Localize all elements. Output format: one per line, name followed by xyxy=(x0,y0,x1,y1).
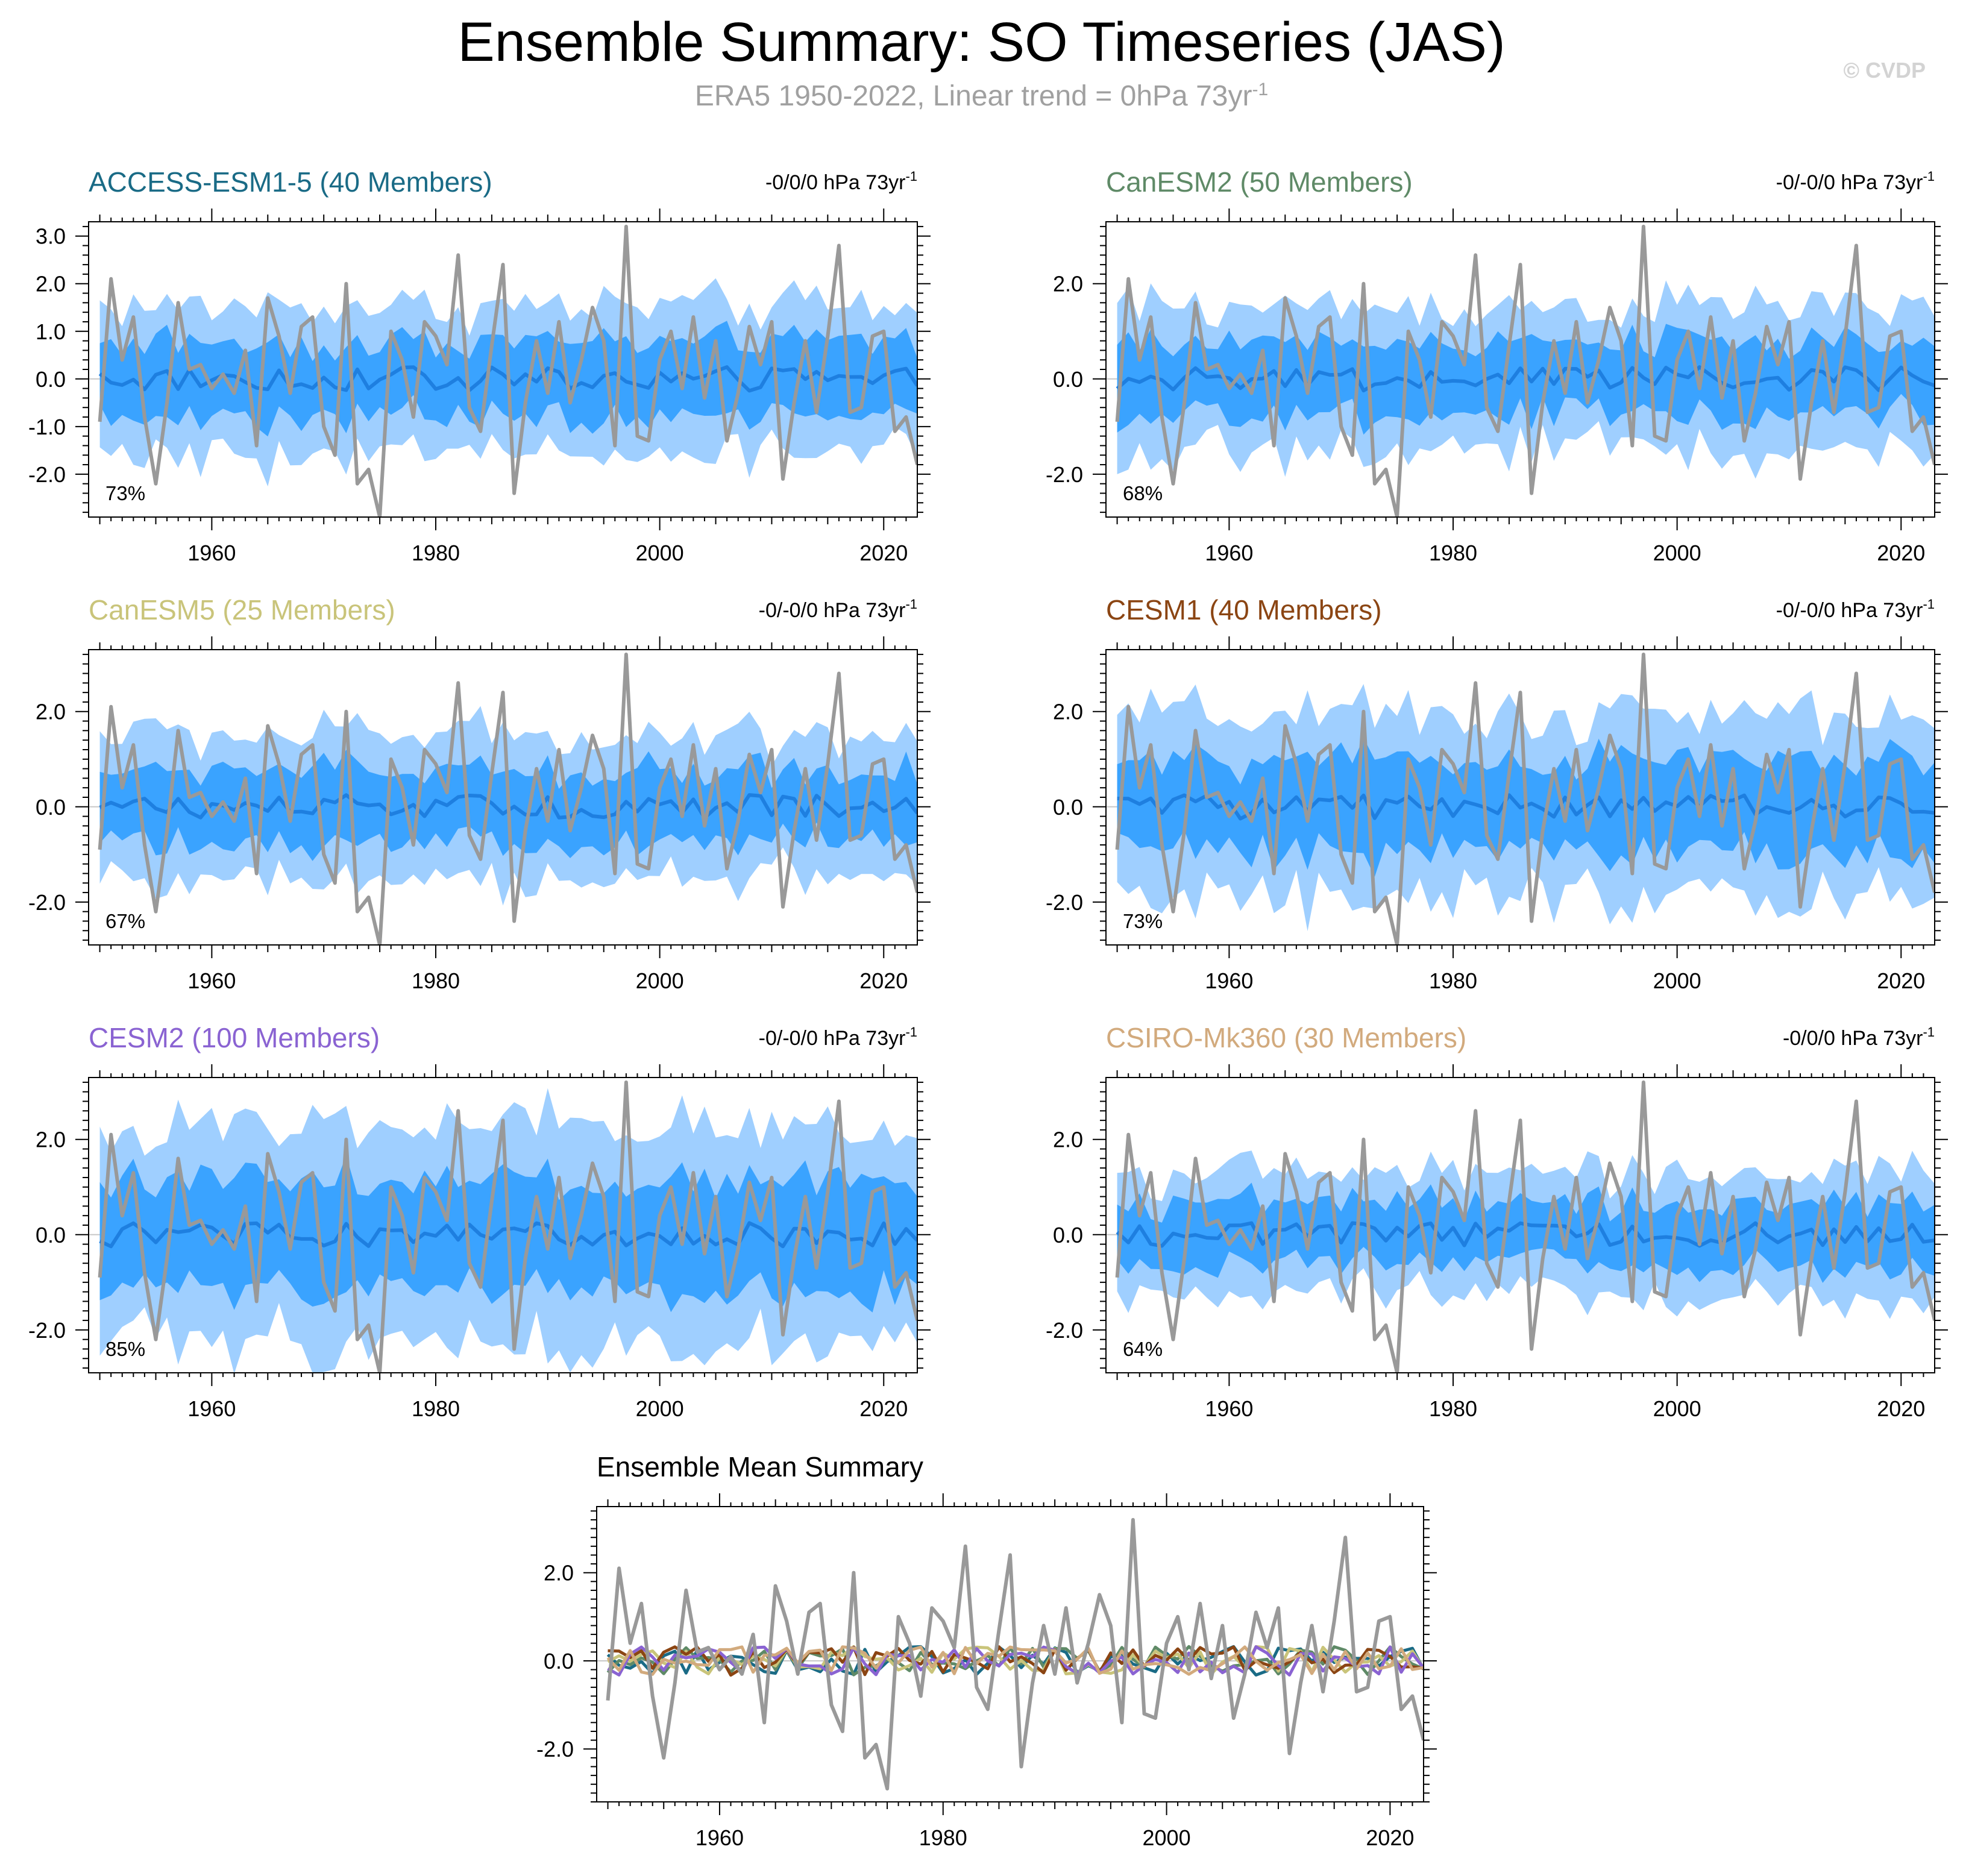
x-tick-label: 1960 xyxy=(1205,1396,1253,1421)
plot-area xyxy=(597,1517,1424,1791)
x-tick-label: 2000 xyxy=(636,541,684,565)
page-title: Ensemble Summary: SO Timeseries (JAS) xyxy=(457,11,1506,73)
x-tick-label: 1980 xyxy=(1429,541,1477,565)
y-tick-label: 2.0 xyxy=(1053,700,1083,724)
y-tick-label: 2.0 xyxy=(36,1128,66,1152)
plot-area xyxy=(89,224,917,517)
percent-label: 67% xyxy=(105,910,145,932)
y-tick-label: 2.0 xyxy=(1053,1128,1083,1152)
y-tick-label: -2.0 xyxy=(28,1318,66,1343)
y-tick-label: 0.0 xyxy=(36,1223,66,1247)
panel-title: ACCESS-ESM1-5 (40 Members) xyxy=(89,166,492,198)
y-tick-label: -2.0 xyxy=(1046,1318,1083,1343)
trend-label: -0/0/0 hPa 73yr-1 xyxy=(765,169,917,194)
plot-area xyxy=(89,652,917,945)
x-tick-label: 2000 xyxy=(636,968,684,993)
y-tick-label: -2.0 xyxy=(536,1737,574,1761)
x-tick-label: 2020 xyxy=(1877,541,1925,565)
observations-line xyxy=(1115,1080,1935,1373)
y-tick-label: -2.0 xyxy=(28,890,66,915)
percent-label: 64% xyxy=(1123,1338,1163,1360)
y-tick-label: -2.0 xyxy=(1046,462,1083,487)
panel-5: 1960 1980 2000 2020 2.0 0.0 -2.0 CESM2 (100 Mem… xyxy=(28,1022,931,1421)
percent-label: 73% xyxy=(105,482,145,504)
panel-title: Ensemble Mean Summary xyxy=(597,1451,923,1482)
y-tick-label: -2.0 xyxy=(1046,890,1083,915)
panel-1: 1960 1980 2000 2020 3.0 2.0 1.0 0.0 -1.0 -2.0 ACCE… xyxy=(28,166,931,565)
x-tick-label: 2000 xyxy=(1653,541,1701,565)
panel-2: 1960 1980 2000 2020 2.0 0.0 -2.0 CanESM2 (50 Me… xyxy=(1046,166,1948,565)
y-tick-label: 2.0 xyxy=(1053,272,1083,296)
panel-6: 1960 1980 2000 2020 2.0 0.0 -2.0 CSIRO-Mk360 (3… xyxy=(1046,1022,1948,1421)
percent-label: 85% xyxy=(105,1338,145,1360)
trend-label: -0/0/0 hPa 73yr-1 xyxy=(1783,1024,1935,1050)
y-tick-label: 1.0 xyxy=(36,319,66,344)
x-tick-label: 1960 xyxy=(1205,541,1253,565)
x-tick-label: 2020 xyxy=(859,541,908,565)
y-tick-label: 0.0 xyxy=(1053,1223,1083,1247)
trend-label: -0/-0/0 hPa 73yr-1 xyxy=(759,597,917,622)
panel-title: CanESM2 (50 Members) xyxy=(1106,166,1413,198)
x-tick-label: 2000 xyxy=(1653,1396,1701,1421)
panel-title: CSIRO-Mk360 (30 Members) xyxy=(1106,1022,1466,1053)
observations-line xyxy=(98,1080,917,1373)
panel-3: 1960 1980 2000 2020 2.0 0.0 -2.0 CanESM5 (25 Me… xyxy=(28,594,931,993)
x-tick-label: 2000 xyxy=(1143,1825,1191,1850)
plot-area xyxy=(1106,224,1935,517)
plot-area xyxy=(1106,652,1935,945)
x-tick-label: 2020 xyxy=(859,1396,908,1421)
y-tick-label: 0.0 xyxy=(36,367,66,392)
x-tick-label: 1960 xyxy=(187,1396,236,1421)
panel-4: 1960 1980 2000 2020 2.0 0.0 -2.0 CESM1 (40 Memb… xyxy=(1046,594,1948,993)
y-tick-label: -1.0 xyxy=(28,415,66,439)
y-tick-label: -2.0 xyxy=(28,462,66,487)
panel-7: 1960 1980 2000 2020 2.0 0.0 -2.0 Ensemble Mean … xyxy=(536,1451,1437,1850)
x-tick-label: 1960 xyxy=(187,968,236,993)
percent-label: 68% xyxy=(1123,482,1163,504)
y-tick-label: 2.0 xyxy=(544,1561,574,1586)
panel-title: CanESM5 (25 Members) xyxy=(89,594,395,626)
x-tick-label: 1980 xyxy=(412,1396,460,1421)
subtitle-text: ERA5 1950-2022, Linear trend = 0hPa 73yr xyxy=(694,80,1252,112)
y-tick-label: 3.0 xyxy=(36,224,66,249)
observations-line xyxy=(1115,652,1935,945)
observations-line xyxy=(98,652,917,945)
y-tick-label: 0.0 xyxy=(1053,367,1083,392)
panel-title: CESM1 (40 Members) xyxy=(1106,594,1382,626)
x-tick-label: 2020 xyxy=(1877,968,1925,993)
x-tick-label: 2000 xyxy=(636,1396,684,1421)
observations-line xyxy=(98,224,917,517)
y-tick-label: 2.0 xyxy=(36,700,66,724)
observations-line xyxy=(1115,224,1935,517)
panel-title: CESM2 (100 Members) xyxy=(89,1022,380,1053)
x-tick-label: 2020 xyxy=(1877,1396,1925,1421)
y-tick-label: 0.0 xyxy=(1053,795,1083,820)
y-tick-label: 2.0 xyxy=(36,272,66,296)
plot-area xyxy=(1106,1080,1935,1373)
x-tick-label: 2020 xyxy=(1366,1825,1414,1850)
x-tick-label: 1980 xyxy=(412,968,460,993)
trend-label: -0/-0/0 hPa 73yr-1 xyxy=(1776,597,1935,622)
subtitle-exponent: -1 xyxy=(1252,80,1269,99)
x-tick-label: 1980 xyxy=(1429,968,1477,993)
y-tick-label: 0.0 xyxy=(544,1649,574,1674)
y-tick-label: 0.0 xyxy=(36,795,66,820)
plot-area xyxy=(89,1080,917,1373)
observations-line xyxy=(606,1517,1424,1791)
x-tick-label: 1980 xyxy=(1429,1396,1477,1421)
percent-label: 73% xyxy=(1123,910,1163,932)
x-tick-label: 2020 xyxy=(859,968,908,993)
x-tick-label: 2000 xyxy=(1653,968,1701,993)
x-tick-label: 1960 xyxy=(696,1825,744,1850)
x-tick-label: 1960 xyxy=(187,541,236,565)
x-tick-label: 1980 xyxy=(412,541,460,565)
copyright-watermark: © CVDP xyxy=(1843,58,1926,83)
x-tick-label: 1960 xyxy=(1205,968,1253,993)
trend-label: -0/-0/0 hPa 73yr-1 xyxy=(1776,169,1935,194)
x-tick-label: 1980 xyxy=(919,1825,967,1850)
trend-label: -0/-0/0 hPa 73yr-1 xyxy=(759,1024,917,1050)
page-subtitle: ERA5 1950-2022, Linear trend = 0hPa 73yr… xyxy=(0,80,1963,113)
